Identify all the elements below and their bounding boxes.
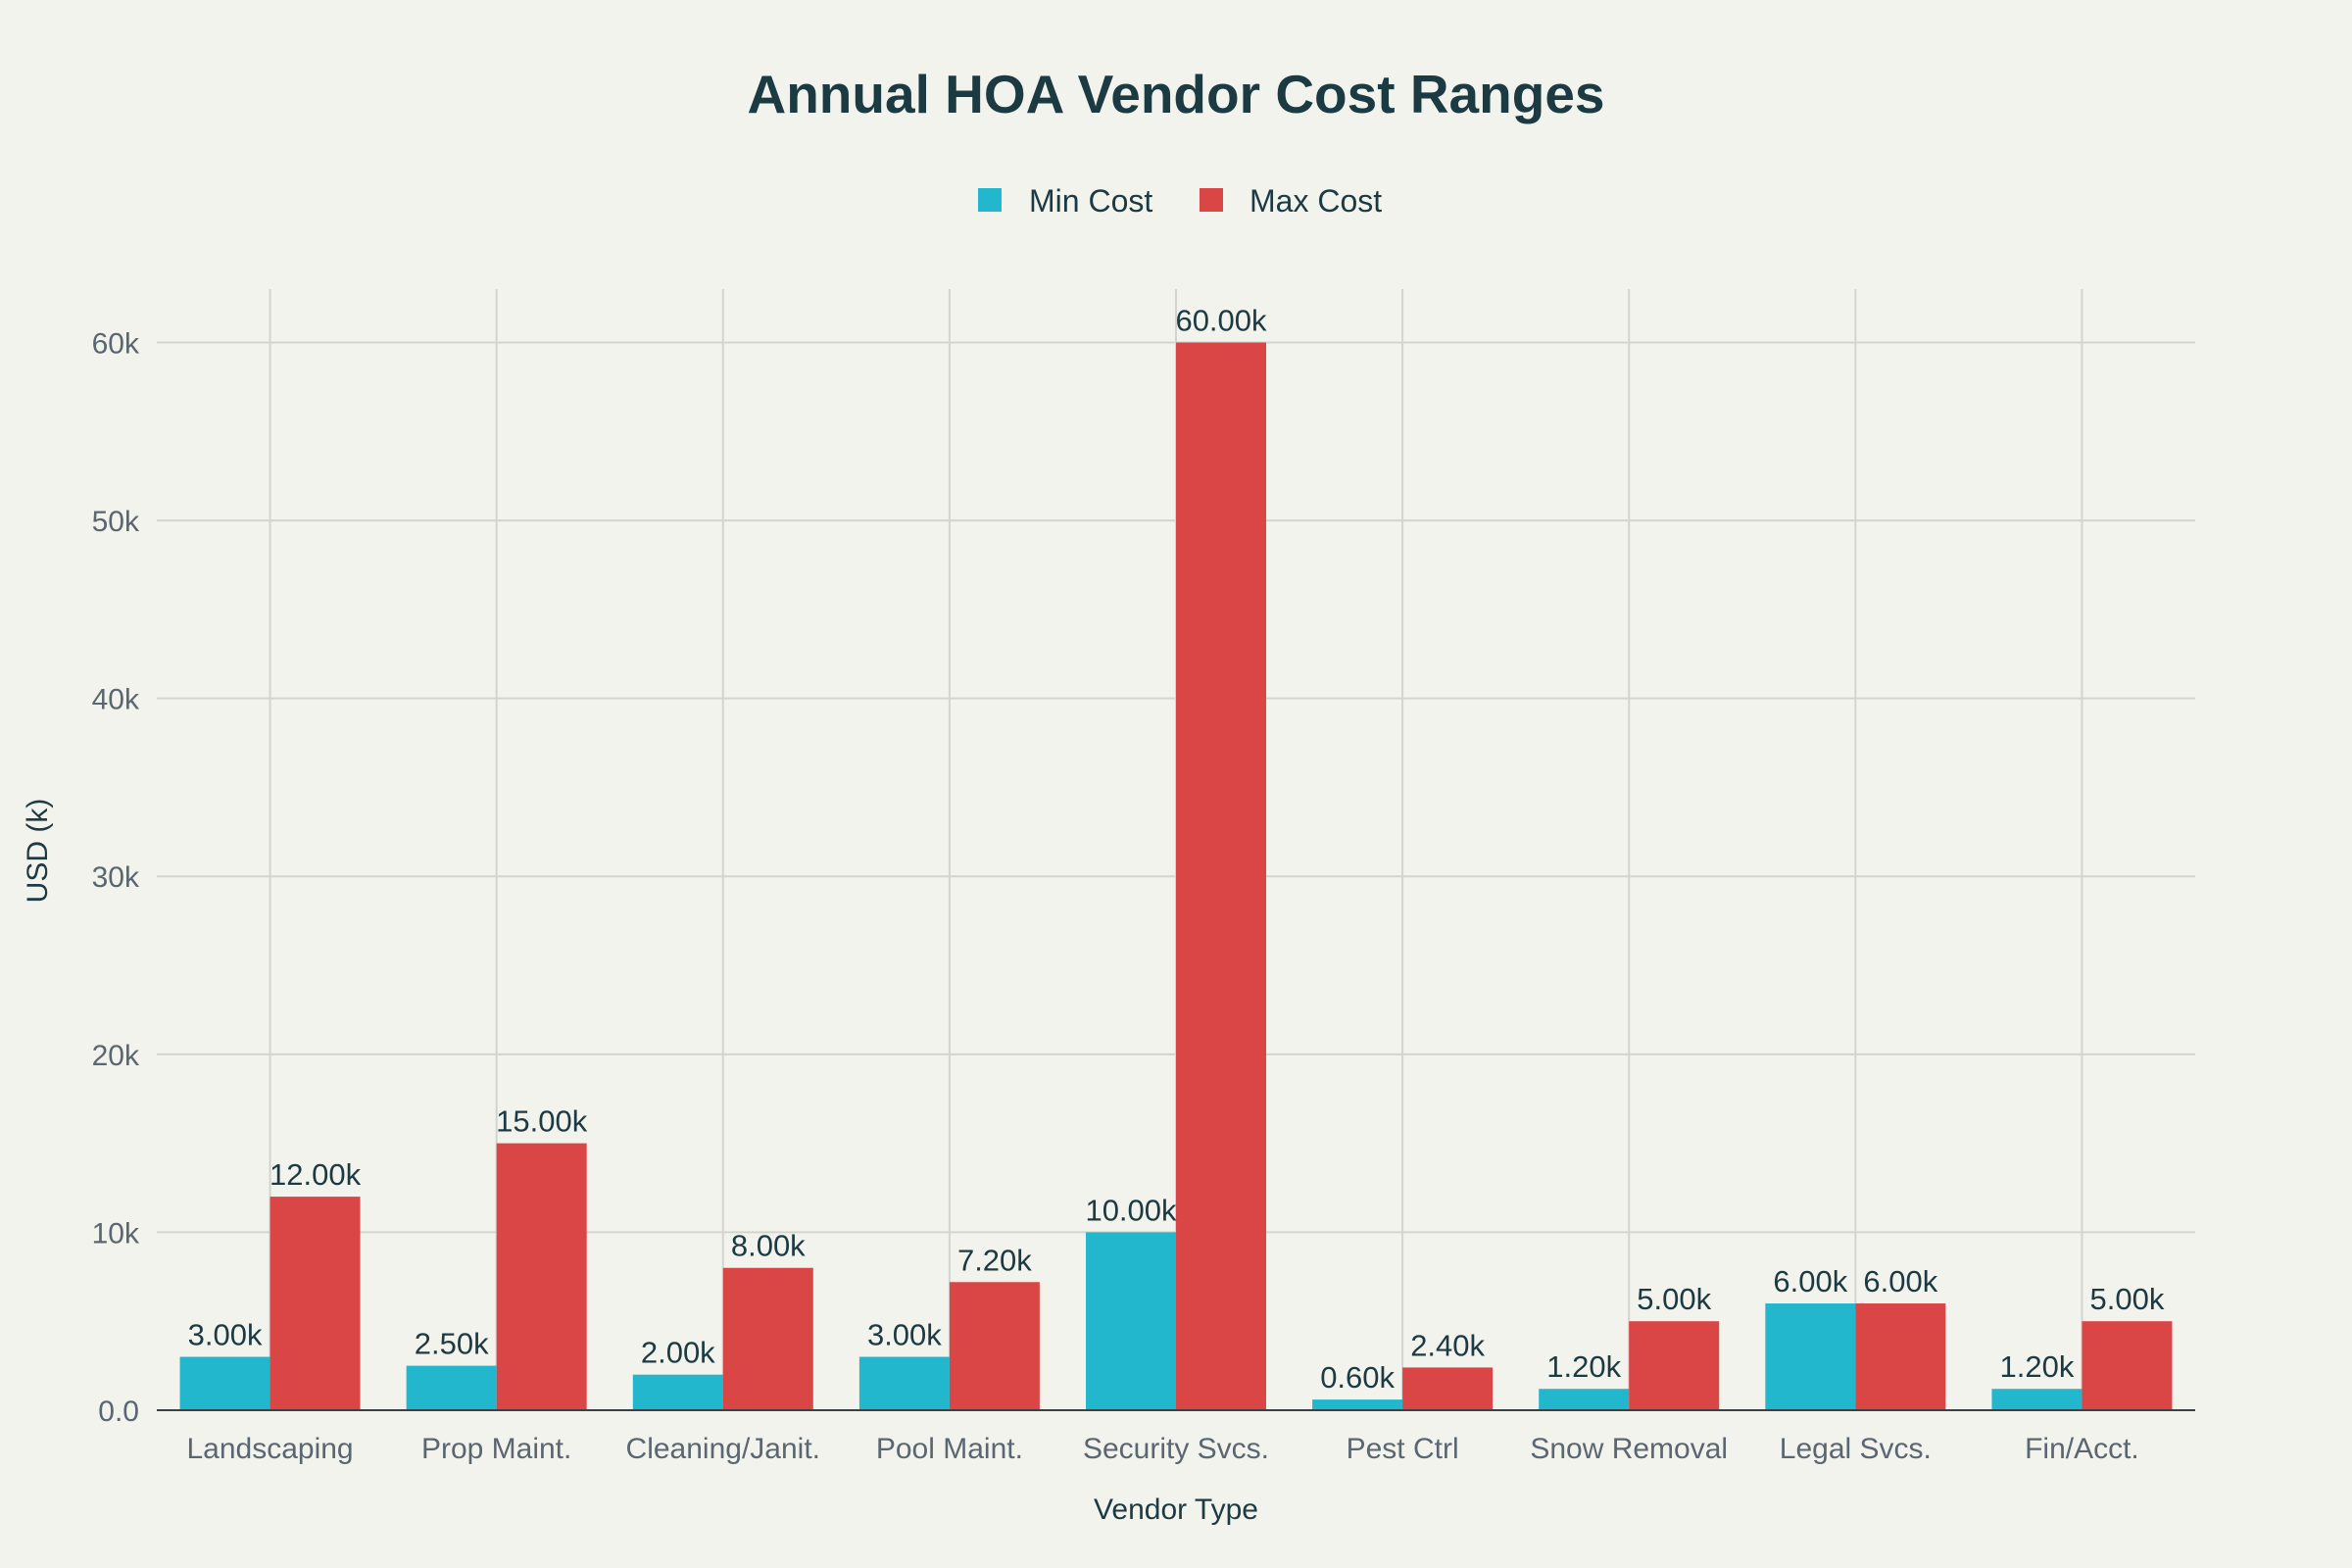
- x-tick-label: Cleaning/Janit.: [626, 1433, 820, 1465]
- x-tick-label: Pool Maint.: [876, 1433, 1023, 1465]
- data-label: 3.00k: [188, 1318, 263, 1352]
- legend-swatch-max: [1200, 188, 1223, 212]
- bar-min-cost: [1765, 1303, 1856, 1410]
- bar-min-cost: [1312, 1399, 1403, 1410]
- bar-min-cost: [632, 1374, 723, 1410]
- data-label: 2.40k: [1410, 1328, 1485, 1362]
- bar-min-cost: [179, 1356, 270, 1410]
- x-tick-label: Fin/Acct.: [2025, 1433, 2139, 1465]
- x-tick-label: Prop Maint.: [421, 1433, 571, 1465]
- legend-swatch-min: [978, 188, 1002, 212]
- bar-min-cost: [1086, 1232, 1176, 1410]
- data-label: 3.00k: [867, 1318, 942, 1352]
- y-tick-label: 60k: [92, 327, 140, 360]
- y-tick-label: 50k: [92, 506, 140, 538]
- data-label: 60.00k: [1175, 303, 1267, 337]
- y-tick-label: 20k: [92, 1040, 140, 1072]
- data-label: 7.20k: [957, 1243, 1032, 1277]
- bar-max-cost: [1855, 1303, 1946, 1410]
- data-label: 2.50k: [415, 1327, 489, 1361]
- bar-min-cost: [1539, 1389, 1630, 1410]
- data-label: 1.20k: [2000, 1349, 2075, 1384]
- data-label: 12.00k: [270, 1157, 362, 1192]
- legend: Min Cost Max Cost: [978, 183, 1382, 219]
- bar-max-cost: [1629, 1321, 1720, 1410]
- legend-label-min: Min Cost: [1029, 183, 1152, 219]
- data-label: 6.00k: [1863, 1264, 1937, 1298]
- y-tick-label: 30k: [92, 861, 140, 894]
- data-label: 6.00k: [1773, 1264, 1847, 1298]
- bar-max-cost: [722, 1267, 813, 1410]
- y-tick-label: 10k: [92, 1217, 140, 1250]
- x-axis-title: Vendor Type: [1094, 1494, 1258, 1526]
- y-axis-ticks: 0.0 10k 20k 30k 40k 50k 60k: [92, 327, 140, 1428]
- bar-min-cost: [406, 1365, 497, 1410]
- x-tick-label: Landscaping: [186, 1433, 353, 1465]
- x-tick-label: Legal Svcs.: [1780, 1433, 1932, 1465]
- bar-max-cost: [949, 1282, 1040, 1410]
- y-tick-label: 0.0: [98, 1396, 139, 1428]
- bar-max-cost: [496, 1143, 587, 1410]
- legend-label-max: Max Cost: [1250, 183, 1382, 219]
- bar-max-cost: [1402, 1367, 1494, 1410]
- x-tick-label: Pest Ctrl: [1347, 1433, 1459, 1465]
- data-label: 15.00k: [496, 1104, 588, 1139]
- data-label: 0.60k: [1320, 1360, 1395, 1395]
- data-label: 2.00k: [641, 1336, 715, 1370]
- y-axis-title: USD (k): [22, 799, 54, 904]
- y-tick-label: 40k: [92, 684, 140, 716]
- bar-max-cost: [1176, 342, 1266, 1410]
- data-label: 1.20k: [1546, 1349, 1621, 1384]
- bar-max-cost: [2082, 1321, 2173, 1410]
- bar-min-cost: [1991, 1389, 2082, 1410]
- data-labels: 3.00k 12.00k 2.50k 15.00k 2.00k 8.00k 3.00k 7.2…: [188, 303, 2165, 1395]
- data-label: 5.00k: [1637, 1282, 1711, 1316]
- x-tick-label: Security Svcs.: [1083, 1433, 1269, 1465]
- x-tick-label: Snow Removal: [1530, 1433, 1728, 1465]
- bars: [179, 342, 2173, 1410]
- chart-title: Annual HOA Vendor Cost Ranges: [747, 64, 1604, 124]
- data-label: 8.00k: [731, 1229, 806, 1263]
- data-label: 5.00k: [2090, 1282, 2165, 1316]
- x-axis-ticks: Landscaping Prop Maint. Cleaning/Janit. Poo…: [186, 1433, 2138, 1465]
- bar-max-cost: [270, 1197, 361, 1410]
- data-label: 10.00k: [1085, 1193, 1177, 1227]
- bar-min-cost: [858, 1356, 950, 1410]
